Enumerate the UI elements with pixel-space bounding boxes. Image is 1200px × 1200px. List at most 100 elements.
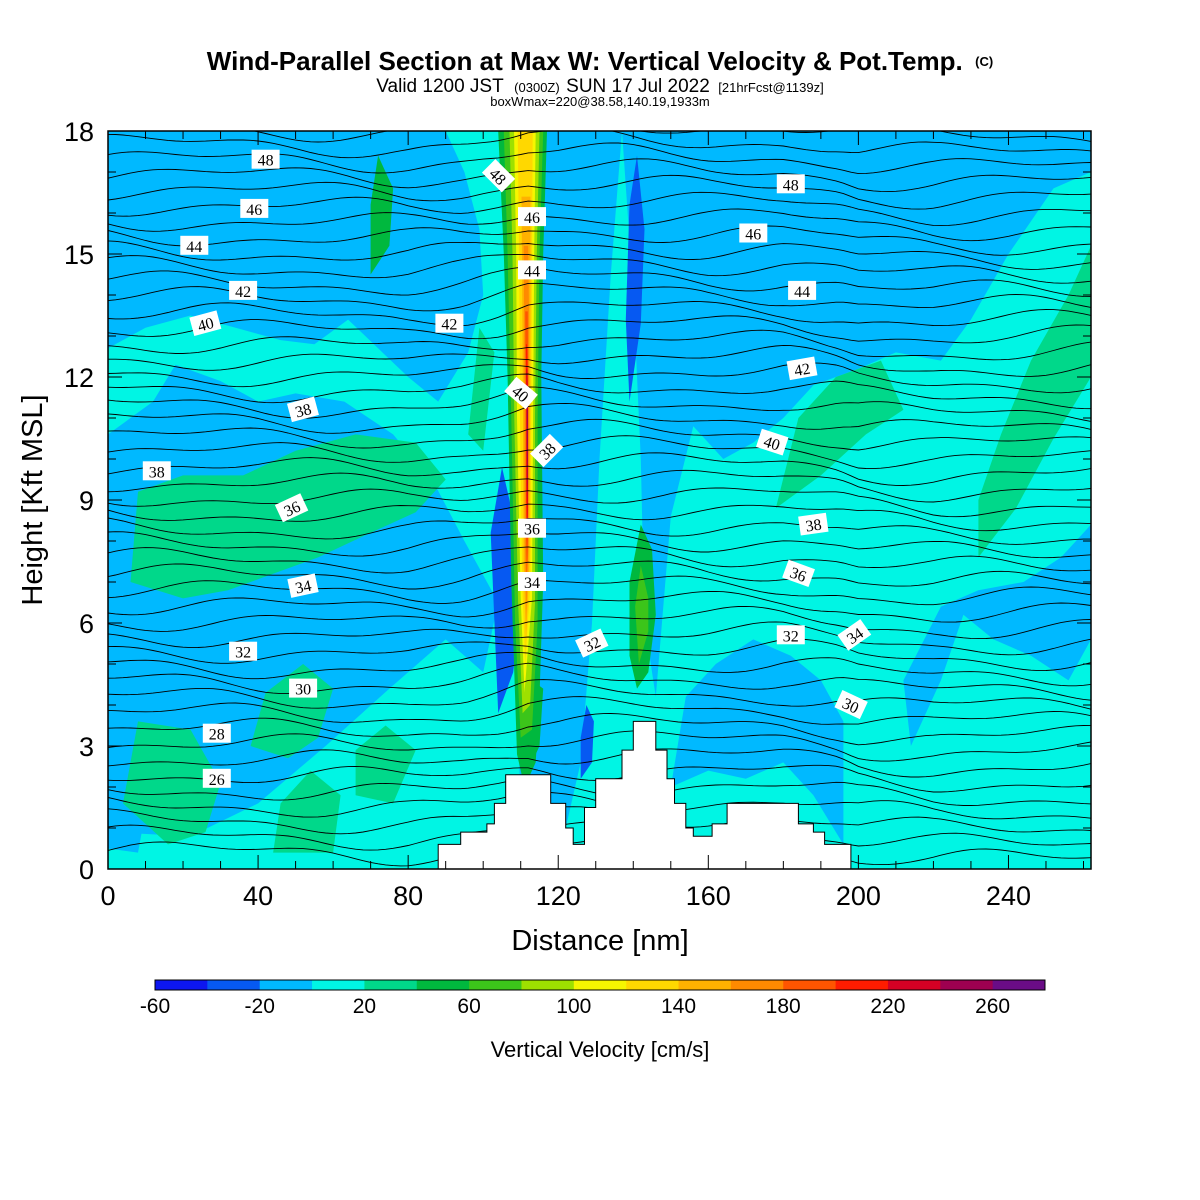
theta-contour-40 (108, 225, 1091, 256)
terrain (108, 720, 1091, 870)
contour-label-bg (739, 223, 768, 243)
velocity-region-14 (775, 360, 904, 509)
chart-title-text: Wind-Parallel Section at Max W: Vertical… (207, 46, 963, 76)
theta-contour-42 (108, 191, 1091, 227)
y-tick-label: 12 (64, 363, 94, 393)
colorbar-tick-label: 220 (870, 995, 905, 1018)
theta-contour-33 (108, 329, 1091, 361)
y-tick-label: 15 (64, 240, 94, 270)
contour-label-text: 28 (209, 727, 225, 744)
contour-label-15: 44 (518, 260, 546, 280)
colorbar-swatch (469, 980, 522, 990)
colorbar-tick-label: 180 (766, 995, 801, 1018)
contour-label-text: 34 (294, 578, 313, 598)
contour-label-bg (776, 174, 805, 194)
contour-label-8: 34 (287, 573, 319, 598)
y-tick-label: 6 (79, 609, 94, 639)
x-tick-label: 80 (393, 881, 423, 911)
colorbar-tick-label: -20 (245, 995, 275, 1018)
contour-label-bg (251, 149, 280, 169)
theta-contour-28 (108, 402, 1091, 434)
contour-label-18: 38 (530, 433, 564, 468)
theta-contour-7 (108, 730, 1091, 762)
contour-label-text: 48 (783, 177, 799, 194)
x-tick-label: 160 (686, 881, 731, 911)
theta-contour-11 (108, 662, 1091, 701)
contour-label-29: 32 (776, 625, 805, 645)
theta-contour-47 (252, 131, 1091, 143)
contour-label-0: 48 (251, 149, 280, 170)
contour-label-13: 48 (481, 159, 516, 193)
contour-label-7: 36 (274, 493, 309, 523)
contour-label-text: 30 (295, 682, 311, 699)
contour-label-text: 38 (805, 517, 823, 536)
contour-label-bg (834, 690, 868, 720)
theta-contour-25 (108, 452, 1091, 486)
contour-label-bg (202, 723, 231, 743)
velocity-region-6 (903, 524, 1091, 746)
y-tick-label: 18 (64, 117, 94, 147)
contour-label-text: 46 (246, 202, 262, 219)
theta-contour-32 (108, 344, 1091, 377)
contour-label-2: 44 (180, 235, 209, 256)
x-tick-label: 120 (536, 881, 581, 911)
contour-label-21: 32 (575, 628, 609, 658)
box-info: boxWmax=220@38.58,140.19,1933m (490, 94, 710, 109)
contour-label-bg (435, 313, 464, 333)
colorbar-swatch (887, 980, 941, 990)
theta-contour-46 (108, 131, 1091, 159)
theta-contour-15 (108, 605, 1091, 640)
contour-label-4: 40 (189, 310, 222, 337)
contour-label-bg (798, 512, 829, 536)
colorbar-frame (154, 979, 1046, 991)
theta-contour-43 (108, 174, 1091, 210)
colorbar-swatch (521, 980, 575, 990)
velocity-region-18 (580, 705, 594, 779)
contour-label-text: 34 (844, 625, 867, 648)
theta-contour-41 (108, 208, 1091, 242)
contour-label-text: 48 (258, 153, 274, 170)
forecast-info: [21hrFcst@1139z] (718, 80, 823, 95)
x-tick-label: 240 (986, 881, 1031, 911)
theta-contour-44 (108, 158, 1091, 193)
theta-contour-21 (108, 517, 1091, 545)
x-tick-label: 0 (100, 881, 115, 911)
contour-label-text: 46 (745, 227, 761, 244)
contour-label-16: 42 (435, 313, 464, 334)
contour-label-26: 40 (756, 428, 789, 456)
contour-label-text: 40 (761, 433, 781, 454)
theta-contour-34 (108, 315, 1091, 344)
velocity-region-4 (622, 131, 1091, 697)
plot-area: 4846444240383836343230282648464442403836… (64, 117, 1092, 911)
contour-label-14: 46 (518, 207, 546, 227)
contour-label-bg (189, 310, 222, 337)
contour-label-text: 36 (524, 522, 540, 539)
chart-subtitle: Valid 1200 JST (0300Z) SUN 17 Jul 2022 [… (376, 76, 823, 97)
valid-utc: (0300Z) (514, 80, 560, 95)
colorbar-swatch (155, 980, 208, 990)
contour-label-text: 32 (783, 628, 799, 645)
contour-label-10: 30 (289, 678, 318, 699)
velocity-region-17 (625, 155, 645, 402)
contour-label-19: 36 (518, 518, 546, 539)
contour-label-text: 32 (582, 634, 604, 656)
theta-contour-19 (108, 546, 1091, 574)
theta-contour-38 (108, 253, 1091, 284)
contour-label-bg (530, 433, 564, 468)
theta-contour-27 (108, 418, 1091, 451)
y-axis-title: Height [Kft MSL] (17, 394, 49, 605)
contour-label-text: 36 (787, 564, 808, 585)
contour-label-text: 34 (524, 575, 540, 592)
x-axis-title: Distance [nm] (511, 925, 688, 957)
theta-contour-13 (108, 638, 1091, 672)
contour-label-bg (229, 641, 258, 661)
contour-label-bg (180, 235, 209, 255)
theta-contour-23 (108, 487, 1091, 518)
colorbar-swatch (940, 980, 994, 990)
colorbar-tick-label: 60 (457, 995, 480, 1018)
colorbar-swatch (207, 980, 261, 990)
y-tick-label: 9 (79, 486, 94, 516)
contour-label-24: 44 (788, 280, 817, 301)
contour-label-17: 40 (504, 376, 538, 410)
